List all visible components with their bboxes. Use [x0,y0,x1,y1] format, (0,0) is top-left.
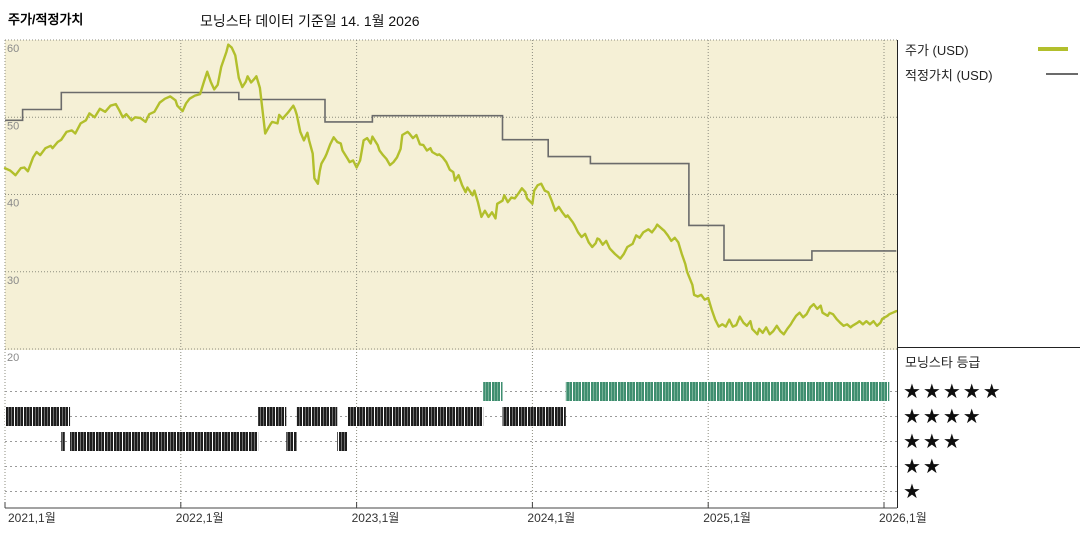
rating-bar-4-star [347,407,484,426]
y-tick-label: 40 [7,198,19,210]
rating-row-1-star: ★ [903,481,923,503]
rating-row-5-stars: ★★★★★ [903,381,1003,403]
rating-row-4-stars: ★★★★ [903,406,983,428]
x-tick-label: 2025,1월 [703,511,751,525]
rating-bar-3-star [61,432,65,451]
panel-divider-vertical [897,40,898,508]
rating-bar-5-star [565,382,890,401]
price-line [3,43,898,336]
fair-value-line [5,91,897,261]
rating-bar-4-star [296,407,338,426]
fair-value-line-swatch [1046,73,1078,75]
x-tick-label: 2022,1월 [176,511,224,525]
y-tick-label: 20 [7,352,19,364]
rating-legend-title: 모닝스타 등급 [905,355,981,370]
rating-row-2-stars: ★★ [903,456,943,478]
y-tick-label: 30 [7,275,19,287]
rating-bar-3-star [337,432,348,451]
panel-divider-horizontal [897,347,1080,348]
x-tick-label: 2021,1월 [8,511,56,525]
rating-bar-4-star [502,407,566,426]
rating-bar-4-star [5,407,71,426]
legend-fair-value-label: 적정가치 (USD) [905,68,993,83]
legend-price-label: 주가 (USD) [905,43,969,58]
plot-background [5,40,897,350]
y-tick-label: 60 [7,43,19,55]
page-title: 주가/적정가치 [8,12,84,27]
rating-row-3-stars: ★★★ [903,431,963,453]
chart-title: 모닝스타 데이터 기준일 14. 1월 2026 [200,13,420,29]
x-tick-label: 2026,1월 [879,511,927,525]
y-tick-label: 50 [7,120,19,132]
x-tick-label: 2023,1월 [352,511,400,525]
x-tick-label: 2024,1월 [527,511,575,525]
rating-bar-3-star [286,432,297,451]
rating-bar-4-star [258,407,287,426]
rating-bar-3-star [70,432,259,451]
rating-bar-5-star [483,382,503,401]
price-line-swatch [1038,47,1068,51]
